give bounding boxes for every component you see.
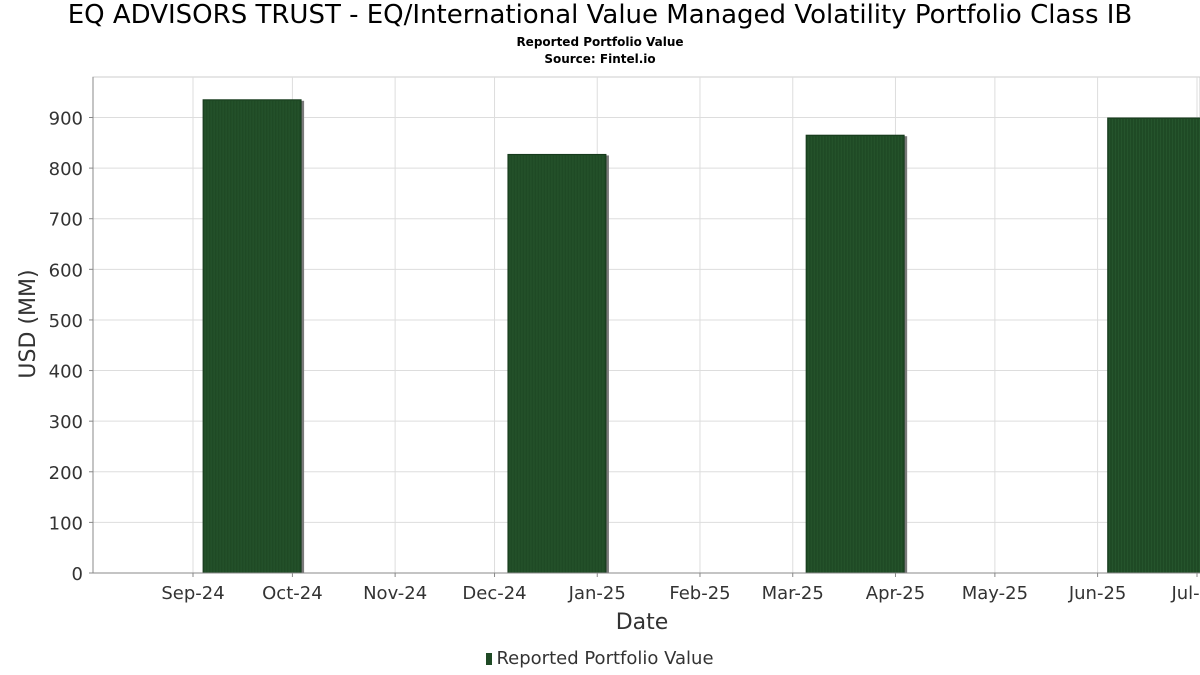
x-tick-label: Apr-25	[866, 583, 925, 604]
y-tick-label: 200	[49, 463, 83, 484]
x-tick-label: Sep-24	[161, 583, 224, 604]
bar-layer	[202, 99, 1200, 574]
x-axis-label: Date	[616, 610, 669, 635]
chart-subtitle: Reported Portfolio Value	[516, 35, 684, 49]
axis-layer: 0 100 200 300 400 500 600 700 800 900 Sep-24 Oct-24…	[49, 77, 1200, 604]
x-tick-label: May-25	[962, 583, 1028, 604]
y-tick-label: 300	[49, 412, 83, 433]
x-tick-label: Jul-25	[1170, 583, 1200, 604]
chart-source: Source: Fintel.io	[544, 52, 656, 66]
legend: Reported Portfolio Value	[0, 648, 1200, 669]
x-tick-label: Jun-25	[1068, 583, 1127, 604]
bar	[202, 99, 302, 574]
x-tick-label: Mar-25	[762, 583, 824, 604]
y-tick-label: 0	[72, 564, 83, 585]
x-tick-label: Feb-25	[669, 583, 730, 604]
y-axis-label: USD (MM)	[16, 269, 41, 378]
x-tick-label: Dec-24	[462, 583, 526, 604]
bar	[507, 153, 607, 574]
x-tick-label: Nov-24	[363, 583, 427, 604]
y-tick-label: 400	[49, 362, 83, 383]
y-tick-label: 900	[49, 108, 83, 129]
x-tick-label: Jan-25	[568, 583, 626, 604]
y-tick-label: 600	[49, 260, 83, 281]
y-tick-label: 100	[49, 513, 83, 534]
x-tick-label: Oct-24	[262, 583, 323, 604]
y-tick-label: 700	[49, 210, 83, 231]
y-tick-label: 800	[49, 159, 83, 180]
chart-title: EQ ADVISORS TRUST - EQ/International Val…	[67, 0, 1133, 30]
legend-swatch	[486, 653, 493, 665]
bar	[805, 134, 905, 574]
y-tick-label: 500	[49, 311, 83, 332]
legend-label: Reported Portfolio Value	[496, 648, 714, 669]
